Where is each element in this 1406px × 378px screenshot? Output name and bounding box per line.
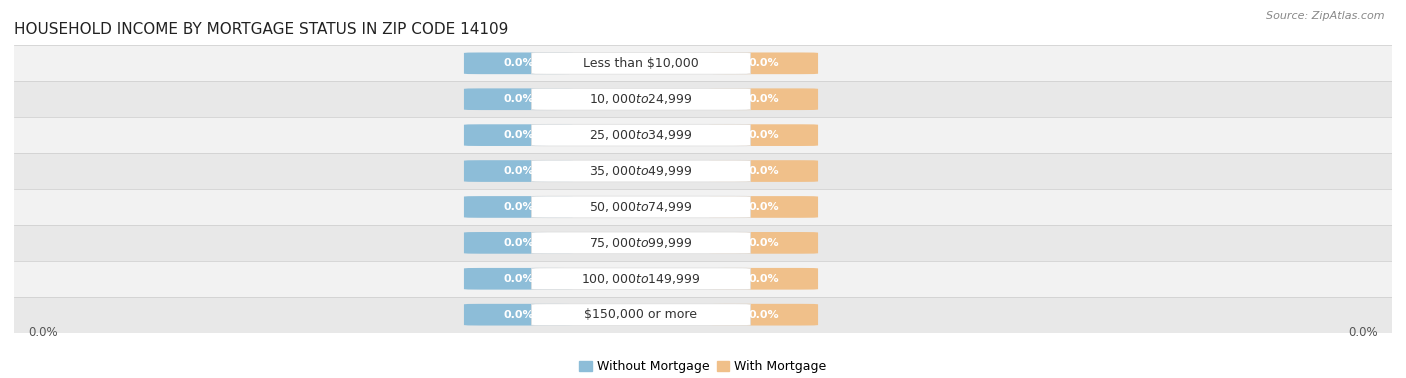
FancyBboxPatch shape: [464, 124, 572, 146]
FancyBboxPatch shape: [709, 88, 818, 110]
Legend: Without Mortgage, With Mortgage: Without Mortgage, With Mortgage: [574, 355, 832, 378]
Bar: [14, 189, 1392, 225]
Text: 0.0%: 0.0%: [503, 238, 534, 248]
Text: 0.0%: 0.0%: [503, 202, 534, 212]
Text: 0.0%: 0.0%: [503, 274, 534, 284]
FancyBboxPatch shape: [464, 53, 572, 74]
Text: 0.0%: 0.0%: [503, 130, 534, 140]
Text: HOUSEHOLD INCOME BY MORTGAGE STATUS IN ZIP CODE 14109: HOUSEHOLD INCOME BY MORTGAGE STATUS IN Z…: [14, 22, 509, 37]
Bar: [14, 81, 1392, 117]
Bar: [14, 45, 1392, 81]
Text: $100,000 to $149,999: $100,000 to $149,999: [581, 272, 700, 286]
Text: 0.0%: 0.0%: [748, 202, 779, 212]
FancyBboxPatch shape: [464, 268, 572, 290]
Text: Less than $10,000: Less than $10,000: [583, 57, 699, 70]
Bar: [14, 225, 1392, 261]
Text: 0.0%: 0.0%: [748, 166, 779, 176]
Text: $25,000 to $34,999: $25,000 to $34,999: [589, 128, 693, 142]
FancyBboxPatch shape: [464, 304, 572, 325]
FancyBboxPatch shape: [531, 304, 751, 325]
Text: 0.0%: 0.0%: [503, 94, 534, 104]
Text: $35,000 to $49,999: $35,000 to $49,999: [589, 164, 693, 178]
FancyBboxPatch shape: [531, 196, 751, 218]
FancyBboxPatch shape: [464, 196, 572, 218]
FancyBboxPatch shape: [709, 268, 818, 290]
FancyBboxPatch shape: [464, 232, 572, 254]
FancyBboxPatch shape: [531, 160, 751, 182]
FancyBboxPatch shape: [464, 88, 572, 110]
Bar: [14, 261, 1392, 297]
Text: 0.0%: 0.0%: [28, 326, 58, 339]
Bar: [14, 117, 1392, 153]
FancyBboxPatch shape: [709, 196, 818, 218]
FancyBboxPatch shape: [464, 160, 572, 182]
FancyBboxPatch shape: [531, 124, 751, 146]
FancyBboxPatch shape: [531, 268, 751, 290]
FancyBboxPatch shape: [531, 53, 751, 74]
Text: 0.0%: 0.0%: [748, 130, 779, 140]
Text: 0.0%: 0.0%: [503, 166, 534, 176]
Text: $50,000 to $74,999: $50,000 to $74,999: [589, 200, 693, 214]
Text: $75,000 to $99,999: $75,000 to $99,999: [589, 236, 693, 250]
Text: $10,000 to $24,999: $10,000 to $24,999: [589, 92, 693, 106]
Text: 0.0%: 0.0%: [503, 310, 534, 320]
Text: 0.0%: 0.0%: [748, 238, 779, 248]
FancyBboxPatch shape: [531, 232, 751, 254]
FancyBboxPatch shape: [709, 160, 818, 182]
Bar: [14, 153, 1392, 189]
FancyBboxPatch shape: [709, 53, 818, 74]
Text: Source: ZipAtlas.com: Source: ZipAtlas.com: [1267, 11, 1385, 21]
Bar: [14, 297, 1392, 333]
Text: 0.0%: 0.0%: [748, 310, 779, 320]
Text: 0.0%: 0.0%: [1348, 326, 1378, 339]
FancyBboxPatch shape: [709, 304, 818, 325]
Text: 0.0%: 0.0%: [748, 58, 779, 68]
Text: 0.0%: 0.0%: [748, 94, 779, 104]
Text: 0.0%: 0.0%: [503, 58, 534, 68]
FancyBboxPatch shape: [531, 88, 751, 110]
FancyBboxPatch shape: [709, 124, 818, 146]
FancyBboxPatch shape: [709, 232, 818, 254]
Text: 0.0%: 0.0%: [748, 274, 779, 284]
Text: $150,000 or more: $150,000 or more: [585, 308, 697, 321]
